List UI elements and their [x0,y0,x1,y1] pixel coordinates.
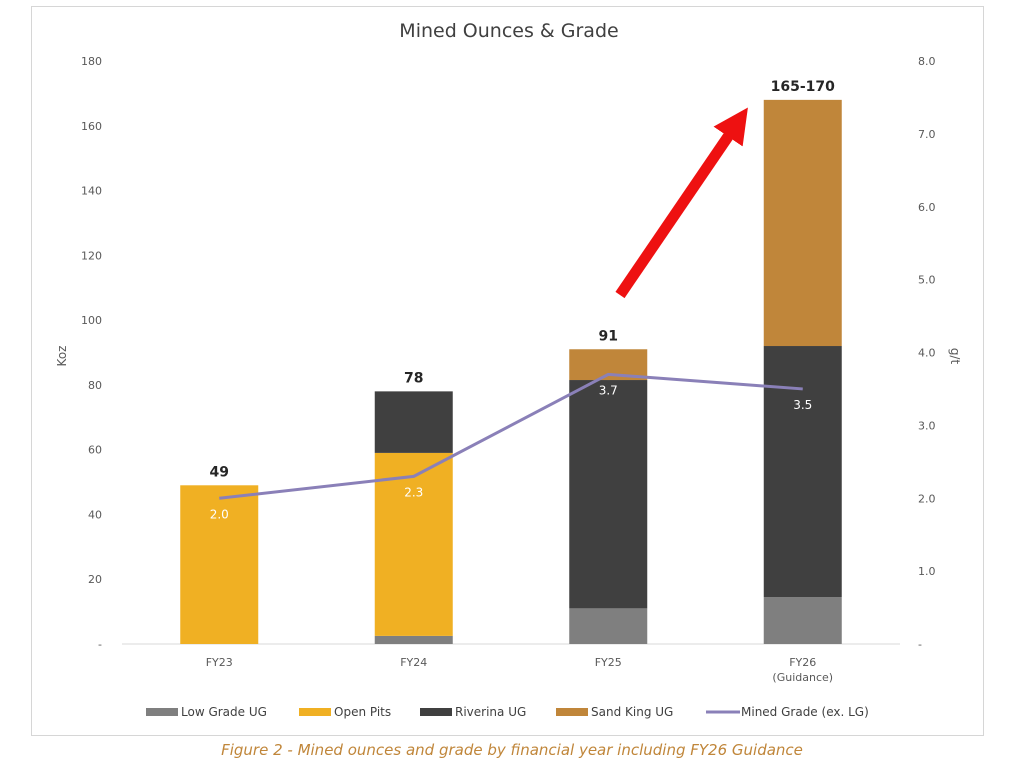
legend-item: Mined Grade (ex. LG) [706,705,869,719]
chart-title: Mined Ounces & Grade [399,20,618,42]
y2-tick-label: 4.0 [918,347,936,360]
y-axis-label: Koz [55,346,69,367]
y-tick-label: 100 [81,314,102,327]
y-tick-label: 80 [88,379,102,392]
x-tick-label: FY26 (Guidance) [772,656,833,684]
bar-sand-king-ug [763,99,842,347]
bar-riverina-ug [569,380,648,609]
y-tick-label: - [98,638,102,651]
mined-grade-line [219,372,803,500]
y-tick-label: 20 [88,573,102,586]
bar-low-grade-ug [763,597,842,644]
y2-tick-label: 2.0 [918,492,936,505]
bar-total-label: 165-170 [771,79,836,95]
legend-label: Sand King UG [591,705,673,719]
y2-tick-label: 5.0 [918,274,936,287]
grade-data-label: 3.7 [599,383,618,397]
y-tick-label: 140 [81,185,102,198]
legend-item: Low Grade UG [146,705,267,719]
y2-tick-label: 3.0 [918,419,936,432]
legend-label: Open Pits [334,705,391,719]
legend-swatch [146,708,178,716]
legend-swatch [556,708,588,716]
legend-label: Mined Grade (ex. LG) [741,705,869,719]
bar-total-label: 91 [599,328,618,344]
y2-tick-label: 6.0 [918,201,936,214]
bar-low-grade-ug [569,608,648,644]
y-tick-label: 60 [88,444,102,457]
y-tick-label: 160 [81,120,102,133]
y2-tick-label: 1.0 [918,565,936,578]
bar-riverina-ug [763,346,842,598]
legend-label: Low Grade UG [181,705,267,719]
y2-tick-label: - [918,638,922,651]
grade-data-label: 3.5 [793,398,812,412]
figure-caption: Figure 2 - Mined ounces and grade by fin… [221,741,803,759]
y-tick-label: 180 [81,55,102,68]
legend-item: Open Pits [299,705,391,719]
y2-tick-label: 7.0 [918,128,936,141]
y2-axis-label: g/t [948,348,962,365]
bar-riverina-ug [374,391,453,453]
x-tick-label: FY23 [206,656,233,669]
x-tick-label: FY25 [595,656,622,669]
y2-tick-label: 8.0 [918,55,936,68]
legend-swatch [299,708,331,716]
trend-arrow [615,107,748,299]
legend-swatch [420,708,452,716]
x-tick-label: FY24 [400,656,427,669]
bar-total-label: 78 [404,370,423,386]
grade-data-label: 2.3 [404,485,423,499]
bar-open-pits [180,485,259,644]
bar-total-label: 49 [210,464,229,480]
bar-open-pits [374,452,453,636]
legend-item: Sand King UG [556,705,673,719]
bar-low-grade-ug [374,635,453,644]
grade-data-label: 2.0 [210,507,229,521]
y-tick-label: 120 [81,249,102,262]
y-tick-label: 40 [88,508,102,521]
legend-item: Riverina UG [420,705,526,719]
legend-label: Riverina UG [455,705,526,719]
